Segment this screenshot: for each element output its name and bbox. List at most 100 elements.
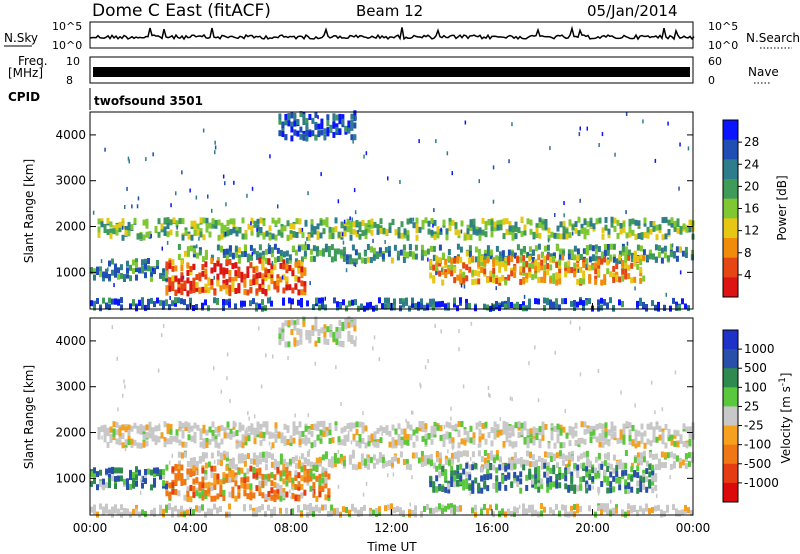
heatmap-cell bbox=[198, 481, 202, 488]
heatmap-cell bbox=[246, 272, 250, 278]
heatmap-cell bbox=[198, 287, 202, 294]
heatmap-cell bbox=[637, 220, 641, 227]
heatmap-cell bbox=[135, 504, 138, 511]
heatmap-cell bbox=[117, 467, 120, 474]
heatmap-speckle bbox=[355, 336, 357, 341]
heatmap-cell bbox=[171, 275, 175, 282]
heatmap-cell bbox=[558, 262, 562, 269]
heatmap-cell bbox=[493, 225, 497, 232]
heatmap-cell bbox=[210, 283, 214, 290]
heatmap-cell bbox=[288, 254, 292, 261]
heatmap-cell bbox=[297, 505, 300, 511]
heatmap-cell bbox=[657, 245, 661, 252]
heatmap-cell bbox=[511, 430, 515, 437]
heatmap-speckle bbox=[594, 427, 597, 432]
heatmap-cell bbox=[397, 439, 401, 446]
heatmap-cell bbox=[450, 465, 454, 472]
heatmap-cell bbox=[121, 442, 125, 449]
heatmap-speckle bbox=[251, 186, 254, 191]
heatmap-cell bbox=[648, 481, 652, 487]
heatmap-cell bbox=[353, 122, 357, 129]
heatmap-cell bbox=[316, 223, 320, 230]
heatmap-cell bbox=[103, 436, 107, 443]
heatmap-cell bbox=[241, 434, 245, 441]
heatmap-cell bbox=[285, 284, 289, 291]
heatmap-cell bbox=[484, 224, 488, 231]
heatmap-cell bbox=[651, 453, 655, 460]
heatmap-cell bbox=[568, 429, 572, 436]
heatmap-cell bbox=[225, 299, 228, 306]
heatmap-cell bbox=[577, 230, 581, 237]
heatmap-cell bbox=[379, 228, 383, 234]
heatmap-cell bbox=[444, 455, 448, 462]
heatmap-cell bbox=[276, 256, 280, 262]
heatmap-cell bbox=[177, 465, 181, 472]
velocity-heatmap-cells bbox=[90, 316, 695, 518]
heatmap-cell bbox=[576, 301, 579, 308]
heatmap-cell bbox=[579, 254, 583, 260]
heatmap-cell bbox=[325, 426, 329, 433]
velocity-colorbar-label-main: Velocity [m s bbox=[779, 386, 793, 463]
heatmap-cell bbox=[555, 474, 559, 480]
heatmap-cell bbox=[667, 229, 671, 235]
heatmap-cell bbox=[438, 452, 442, 459]
heatmap-cell bbox=[510, 482, 514, 488]
heatmap-cell bbox=[463, 234, 467, 241]
heatmap-cell bbox=[372, 247, 376, 254]
heatmap-cell bbox=[310, 424, 314, 430]
heatmap-cell bbox=[654, 473, 658, 479]
heatmap-cell bbox=[456, 506, 459, 512]
heatmap-cell bbox=[299, 111, 303, 117]
heatmap-cell bbox=[274, 422, 278, 429]
heatmap-cell bbox=[541, 434, 545, 441]
heatmap-speckle bbox=[424, 365, 427, 370]
heatmap-cell bbox=[103, 428, 107, 435]
heatmap-cell bbox=[606, 466, 610, 472]
heatmap-cell bbox=[222, 454, 226, 461]
heatmap-cell bbox=[267, 248, 271, 254]
heatmap-speckle bbox=[354, 263, 357, 268]
heatmap-cell bbox=[192, 263, 196, 270]
heatmap-cell bbox=[460, 421, 464, 428]
heatmap-cell bbox=[588, 469, 592, 476]
heatmap-cell bbox=[609, 254, 613, 261]
heatmap-cell bbox=[453, 267, 457, 273]
heatmap-cell bbox=[654, 505, 657, 512]
heatmap-cell bbox=[495, 486, 499, 493]
heatmap-cell bbox=[672, 251, 676, 257]
heatmap-cell bbox=[192, 465, 196, 472]
heatmap-cell bbox=[186, 496, 190, 502]
heatmap-cell bbox=[255, 507, 258, 514]
heatmap-cell bbox=[664, 424, 668, 430]
heatmap-cell bbox=[472, 438, 476, 445]
heatmap-cell bbox=[261, 284, 265, 291]
heatmap-cell bbox=[278, 130, 282, 137]
heatmap-cell bbox=[296, 319, 300, 325]
heatmap-cell bbox=[324, 468, 328, 474]
heatmap-cell bbox=[322, 427, 326, 434]
heatmap-cell bbox=[375, 252, 379, 259]
heatmap-cell bbox=[435, 265, 439, 272]
heatmap-cell bbox=[573, 262, 577, 269]
heatmap-cell bbox=[540, 482, 544, 489]
heatmap-cell bbox=[208, 438, 212, 445]
heatmap-cell bbox=[519, 256, 523, 263]
heatmap-cell bbox=[148, 421, 152, 428]
heatmap-cell bbox=[508, 221, 512, 228]
heatmap-cell bbox=[495, 479, 499, 486]
heatmap-cell bbox=[177, 254, 181, 260]
heatmap-cell bbox=[114, 467, 117, 474]
heatmap-cell bbox=[552, 256, 556, 262]
heatmap-speckle bbox=[157, 368, 160, 373]
heatmap-cell bbox=[97, 427, 101, 433]
heatmap-cell bbox=[317, 337, 321, 343]
heatmap-cell bbox=[465, 471, 469, 478]
heatmap-cell bbox=[117, 508, 120, 515]
heatmap-cell bbox=[405, 463, 409, 470]
heatmap-cell bbox=[258, 506, 261, 513]
heatmap-cell bbox=[335, 331, 339, 338]
heatmap-cell bbox=[438, 457, 442, 464]
heatmap-speckle bbox=[669, 475, 671, 480]
heatmap-cell bbox=[189, 266, 193, 272]
heatmap-cell bbox=[654, 304, 657, 311]
